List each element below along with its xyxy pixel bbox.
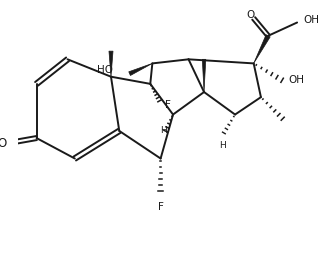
Text: HO: HO [97,65,113,74]
Text: OH: OH [303,15,319,26]
Text: OH: OH [289,75,305,85]
Text: F: F [165,100,171,110]
Text: H: H [219,141,226,150]
Text: H: H [161,126,167,135]
Polygon shape [254,35,270,63]
Text: O: O [0,137,7,150]
Polygon shape [202,59,206,92]
Polygon shape [129,63,152,76]
Text: F: F [158,202,164,213]
Text: O: O [246,10,255,20]
Polygon shape [109,51,113,77]
